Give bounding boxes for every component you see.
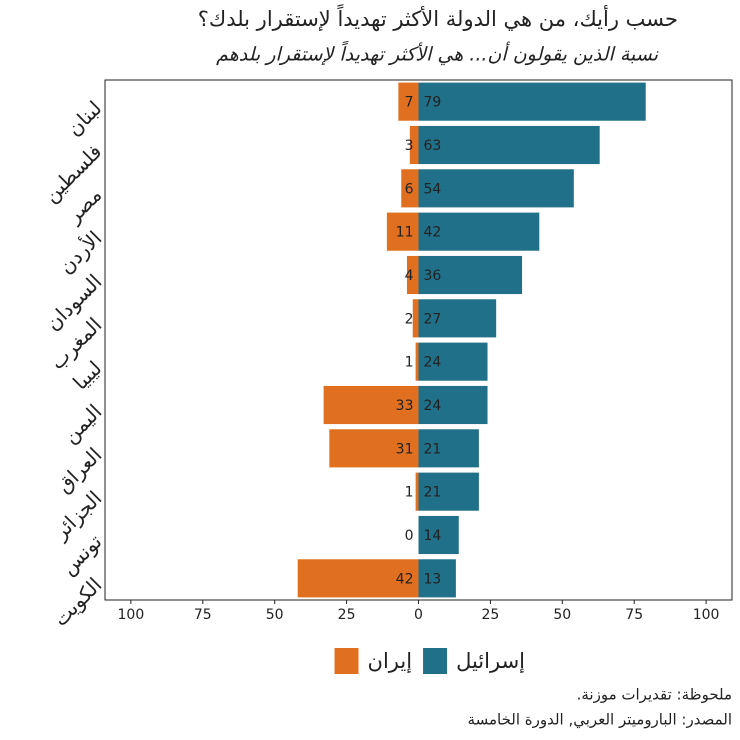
legend-swatch (423, 648, 448, 674)
bar (418, 169, 574, 208)
bar (418, 82, 646, 121)
value-label: 79 (424, 95, 442, 111)
value-label: 27 (424, 311, 442, 327)
value-label: 14 (424, 528, 442, 544)
x-tick-label: 100 (693, 607, 720, 623)
bar (418, 385, 488, 425)
x-tick-label: 75 (194, 607, 212, 623)
value-label: 21 (424, 441, 442, 457)
y-tick-label: اليمن (58, 399, 106, 447)
chart-title: حسب رأيك، من هي الدولة الأكثر تهديداً لإ… (198, 3, 678, 31)
value-label: 3 (405, 138, 414, 154)
bar (415, 472, 419, 511)
bar (418, 212, 540, 251)
value-label: 33 (396, 398, 414, 414)
value-label: 1 (405, 485, 414, 501)
bar (398, 82, 419, 121)
value-label: 4 (405, 268, 414, 284)
x-tick-label: 0 (414, 607, 423, 623)
bar (418, 472, 479, 511)
value-label: 7 (405, 95, 414, 111)
bar (412, 299, 419, 338)
legend-swatch (334, 648, 359, 674)
bar (323, 385, 419, 425)
source: المصدر: الباروميتر العربي, الدورة الخامس… (468, 711, 732, 730)
note: .ملحوظة: تقديرات موزنة (577, 686, 732, 704)
value-label: 36 (424, 268, 442, 284)
y-tick-label: الجزائر (48, 486, 107, 545)
y-tick-label: الأردن (54, 226, 106, 278)
bar (418, 515, 459, 555)
chart-subtitle: نسبة الذين يقولون أن... هي الأكثر تهديدا… (216, 40, 659, 65)
bar (409, 125, 419, 165)
value-label: 21 (424, 485, 442, 501)
bar (418, 429, 479, 468)
bar (386, 212, 419, 251)
value-label: 54 (424, 181, 442, 197)
value-label: 63 (424, 138, 442, 154)
bar (415, 342, 419, 381)
y-tick-label: الكويت (48, 573, 106, 631)
x-tick-label: 50 (266, 607, 284, 623)
x-tick-label: 25 (481, 607, 499, 623)
bar (418, 299, 497, 338)
value-label: 42 (424, 225, 442, 241)
value-label: 6 (405, 181, 414, 197)
value-label: 31 (396, 441, 414, 457)
value-label: 11 (396, 225, 414, 241)
x-tick-label: 100 (118, 607, 145, 623)
value-label: 42 (396, 571, 414, 587)
bar (329, 429, 419, 468)
bar (297, 559, 419, 598)
legend-label: إيران (368, 649, 413, 674)
bar (406, 255, 419, 295)
value-label: 2 (405, 311, 414, 327)
bar (418, 342, 488, 381)
y-tick-label: العراق (52, 443, 107, 498)
bar (401, 169, 419, 208)
x-tick-label: 50 (553, 607, 571, 623)
y-tick-label: لبنان (62, 96, 107, 141)
x-tick-label: 25 (338, 607, 356, 623)
x-tick-label: 75 (625, 607, 643, 623)
value-label: 24 (424, 355, 442, 371)
bar (418, 255, 523, 295)
value-label: 24 (424, 398, 442, 414)
bar (418, 125, 600, 165)
bar (418, 559, 456, 598)
value-label: 13 (424, 571, 442, 587)
value-label: 0 (405, 528, 414, 544)
value-label: 1 (405, 355, 414, 371)
legend-label: إسرائيل (456, 649, 525, 674)
